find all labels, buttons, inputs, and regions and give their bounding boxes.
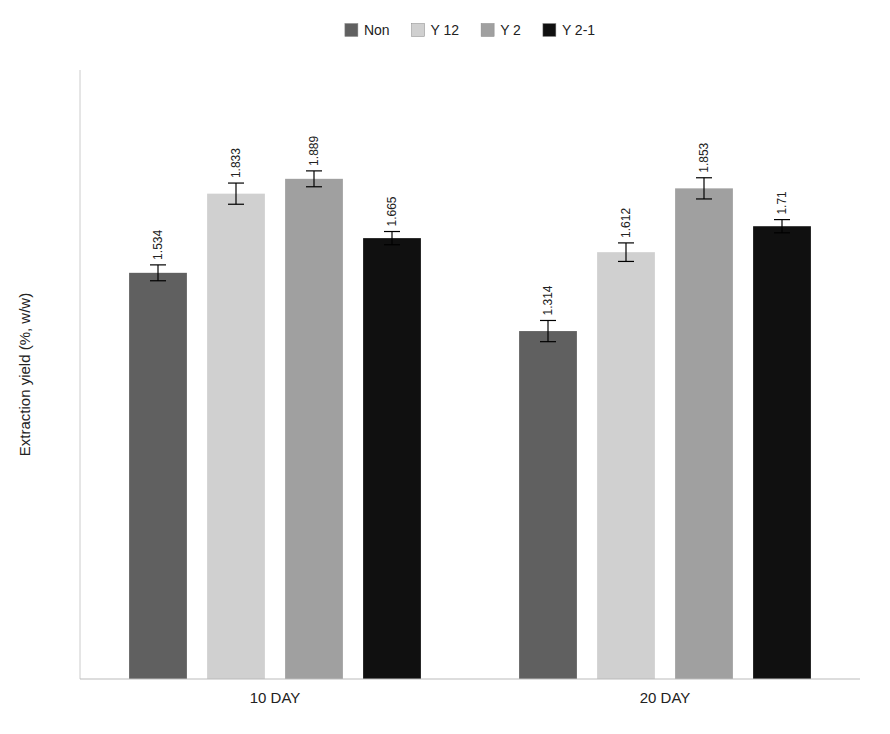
data-label: 1.534 [151, 230, 165, 260]
legend-label: Non [364, 22, 390, 38]
error-cap [618, 242, 634, 243]
error-cap [150, 264, 166, 265]
error-cap [774, 232, 790, 233]
x-tick-label: 20 DAY [640, 689, 691, 706]
error-line [547, 320, 548, 341]
bar [675, 188, 733, 679]
error-line [625, 243, 626, 262]
legend-label: Y 12 [431, 22, 460, 38]
error-bar [696, 178, 712, 199]
legend-item: Y 2-1 [543, 22, 595, 38]
bar [207, 194, 265, 679]
bar [129, 273, 187, 679]
error-bar [150, 265, 166, 281]
error-cap [306, 170, 322, 171]
error-cap [618, 261, 634, 262]
legend-item: Non [345, 22, 390, 38]
error-cap [696, 198, 712, 199]
error-bar [228, 183, 244, 204]
error-cap [384, 244, 400, 245]
legend-swatch [412, 24, 425, 37]
error-bar [618, 243, 634, 262]
error-cap [306, 186, 322, 187]
legend-swatch [543, 24, 556, 37]
data-labels: 1.534 1.314 1.833 1.612 1.889 1.853 1.665 1.71 [151, 136, 789, 316]
legend-item: Y 12 [412, 22, 460, 38]
data-label: 1.665 [385, 196, 399, 226]
data-label: 1.314 [541, 285, 555, 315]
bars [129, 171, 811, 679]
error-cap [228, 204, 244, 205]
error-cap [540, 341, 556, 342]
error-bar [306, 171, 322, 187]
error-line [391, 232, 392, 245]
x-axis-line [80, 679, 860, 680]
bar [363, 238, 421, 679]
error-cap [228, 182, 244, 183]
error-cap [384, 231, 400, 232]
error-bar [384, 232, 400, 245]
data-label: 1.833 [229, 148, 243, 178]
legend-swatch [481, 24, 494, 37]
bar [597, 252, 655, 679]
legend-swatch [345, 24, 358, 37]
error-line [703, 178, 704, 199]
bar [285, 179, 343, 679]
data-label: 1.71 [775, 191, 789, 215]
y-axis-label: Extraction yield (%, w/w) [16, 293, 33, 456]
legend-label: Y 2-1 [562, 22, 595, 38]
data-label: 1.612 [619, 208, 633, 238]
legend-item: Y 2 [481, 22, 521, 38]
error-line [235, 183, 236, 204]
error-cap [150, 280, 166, 281]
chart: 1.5341.3141.8331.6121.8891.8531.6651.711… [0, 0, 890, 734]
data-label: 1.889 [307, 136, 321, 166]
y-axis-line [80, 70, 81, 679]
error-cap [696, 177, 712, 178]
x-tick-label: 10 DAY [250, 689, 301, 706]
error-bar [774, 220, 790, 233]
data-label: 1.853 [697, 142, 711, 172]
error-line [313, 171, 314, 187]
error-cap [774, 219, 790, 220]
bar [519, 331, 577, 679]
error-bar [540, 320, 556, 341]
legend: Non Y 12 Y 2 Y 2-1 [345, 22, 595, 38]
error-line [781, 220, 782, 233]
legend-label: Y 2 [500, 22, 521, 38]
error-line [157, 265, 158, 281]
error-cap [540, 320, 556, 321]
bar [753, 226, 811, 679]
